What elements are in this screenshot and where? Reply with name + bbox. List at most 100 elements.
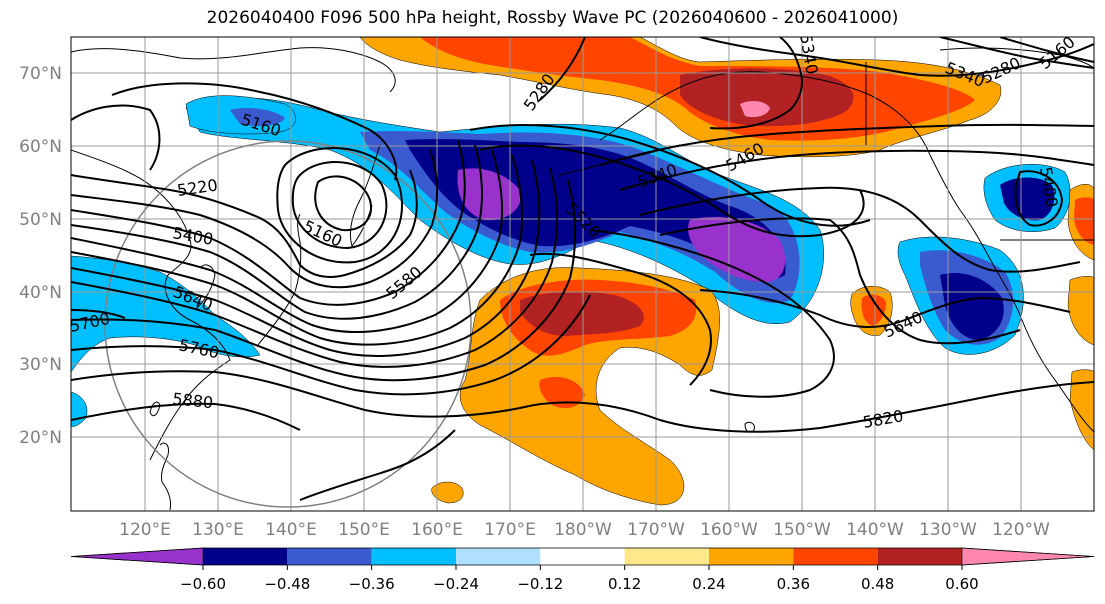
- lon-tick-label: 150°W: [773, 520, 831, 540]
- contour-5400: [71, 144, 483, 320]
- coast-siberia: [71, 47, 396, 93]
- lat-axis: 70°N 60°N 50°N 40°N 30°N 20°N: [19, 64, 62, 448]
- contour-ne-2: [619, 149, 1094, 191]
- anomaly-pos-central-core2: [539, 376, 585, 409]
- lon-tick-label: 140°W: [846, 520, 904, 540]
- coast-bc-coast: [959, 209, 1094, 433]
- colorbar-tick-label: −0.36: [349, 575, 395, 593]
- contour-5160-west: [71, 104, 161, 171]
- lon-tick-label: 130°E: [192, 520, 244, 540]
- colorbar-tick-label: −0.60: [180, 575, 226, 593]
- colorbar-labels: −0.60 −0.48 −0.36 −0.24 −0.12 0.12 0.24 0.36 0.4…: [180, 575, 979, 593]
- lon-tick-label: 140°E: [265, 520, 317, 540]
- coast-asia-mainland: [71, 149, 231, 461]
- anomaly-pos-midpac-core: [861, 294, 886, 326]
- map-panel: 5160 5220 5400 5160 5640 5700 5760 5880 …: [19, 36, 1095, 540]
- contour-west-ridge: [71, 309, 126, 319]
- contour-central-wave2: [589, 229, 835, 398]
- contour-nw-top2: [999, 37, 1094, 63]
- colorbar-ticks: [202, 565, 963, 570]
- anomaly-neg-west-asia: [71, 255, 261, 373]
- anomaly-neg-east-core: [688, 216, 786, 283]
- colorbar-segment: [877, 548, 962, 565]
- colorbar-segment: [203, 548, 288, 565]
- map-frame: [70, 36, 1095, 512]
- anomaly-neg-bc-core: [1000, 177, 1055, 221]
- anomaly-pos-north-core: [680, 68, 854, 127]
- contour-central-wave: [529, 252, 712, 386]
- lon-tick-label: 150°E: [338, 520, 390, 540]
- colorbar-segment: [624, 548, 709, 565]
- anomaly-pos-east-edge-core: [1074, 197, 1094, 245]
- lat-tick-label: 40°N: [19, 283, 62, 303]
- contour-5460: [71, 149, 503, 333]
- lon-axis: 120°E 130°E 140°E 150°E 160°E 170°E 180°…: [119, 520, 1050, 540]
- contour-5280: [71, 149, 439, 289]
- contour-5700: [71, 179, 577, 382]
- coast-arctic-na: [939, 47, 1094, 69]
- colorbar-segment: [540, 548, 625, 565]
- colorbar-segment: [793, 548, 878, 565]
- contour-low-ring1: [291, 161, 388, 250]
- contour-label: 5880: [172, 389, 214, 412]
- lon-tick-label: 180°W: [554, 520, 612, 540]
- contour-ne-3: [639, 186, 1081, 273]
- reference-circle: [104, 140, 472, 508]
- colorbar-segment: [287, 548, 372, 565]
- contour-5880: [71, 402, 301, 431]
- anomaly-pos-small-south: [431, 481, 464, 504]
- coast-japan: [257, 213, 302, 346]
- colorbar-tick-label: −0.48: [264, 575, 310, 593]
- coast-hawaii: [744, 421, 755, 433]
- contour-5580: [71, 159, 541, 357]
- lat-tick-label: 30°N: [19, 355, 62, 375]
- lat-tick-label: 60°N: [19, 137, 62, 157]
- colorbar-tick-label: −0.24: [433, 575, 479, 593]
- anomaly-pos-se-edge2: [1069, 369, 1094, 451]
- colorbar-segment: [456, 548, 541, 565]
- colorbar-segment: [371, 548, 456, 565]
- contour-south: [299, 429, 456, 501]
- map-title: 2026040400 F096 500 hPa height, Rossby W…: [206, 8, 899, 28]
- lon-tick-label: 170°W: [627, 520, 685, 540]
- coast-korea: [194, 264, 216, 311]
- lon-tick-label: 120°E: [119, 520, 171, 540]
- colorbar-segment: [709, 548, 794, 565]
- lon-tick-label: 170°E: [484, 520, 536, 540]
- lat-tick-label: 70°N: [19, 64, 62, 84]
- contour-east-trough: [479, 144, 865, 238]
- coast-philippines: [159, 442, 171, 511]
- colorbar-extend-high: [961, 547, 1095, 566]
- anomaly-neg-gulf-core: [940, 272, 1004, 340]
- contour-nw-top: [939, 37, 1094, 69]
- coast-alaska: [599, 71, 961, 211]
- anomaly-neg-central-core: [457, 168, 521, 221]
- colorbar: −0.60 −0.48 −0.36 −0.24 −0.12 0.12 0.24 0.36 0.4…: [70, 547, 1095, 593]
- anomaly-pos-se-edge: [1067, 276, 1094, 346]
- colorbar-segments: [70, 547, 1095, 566]
- contour-north-high: [539, 37, 586, 101]
- height-contours: [71, 37, 1094, 501]
- contour-low-ring2: [276, 147, 403, 264]
- contour-5520: [71, 154, 523, 346]
- contour-north-high3: [709, 37, 803, 130]
- lon-tick-label: 120°W: [992, 520, 1050, 540]
- contour-5640: [71, 167, 559, 368]
- colorbar-extend-low: [70, 547, 204, 566]
- colorbar-tick-label: 0.36: [777, 575, 810, 593]
- contour-east-low: [1014, 170, 1064, 227]
- contour-east-trough2: [469, 124, 871, 227]
- lat-tick-label: 50°N: [19, 210, 62, 230]
- colorbar-tick-label: 0.48: [861, 575, 894, 593]
- anomaly-shading: [71, 37, 1094, 506]
- anomaly-neg-nw-inner: [405, 139, 786, 279]
- contour-ne-1: [599, 123, 1094, 166]
- anomaly-neg-north-strip-inner: [230, 107, 285, 126]
- contour-low-center: [314, 175, 372, 232]
- colorbar-tick-label: −0.12: [517, 575, 563, 593]
- contour-5640-east: [699, 289, 1071, 328]
- lon-tick-label: 130°W: [919, 520, 977, 540]
- gridlines: [71, 37, 1094, 511]
- anomaly-pos-central-core: [520, 291, 644, 336]
